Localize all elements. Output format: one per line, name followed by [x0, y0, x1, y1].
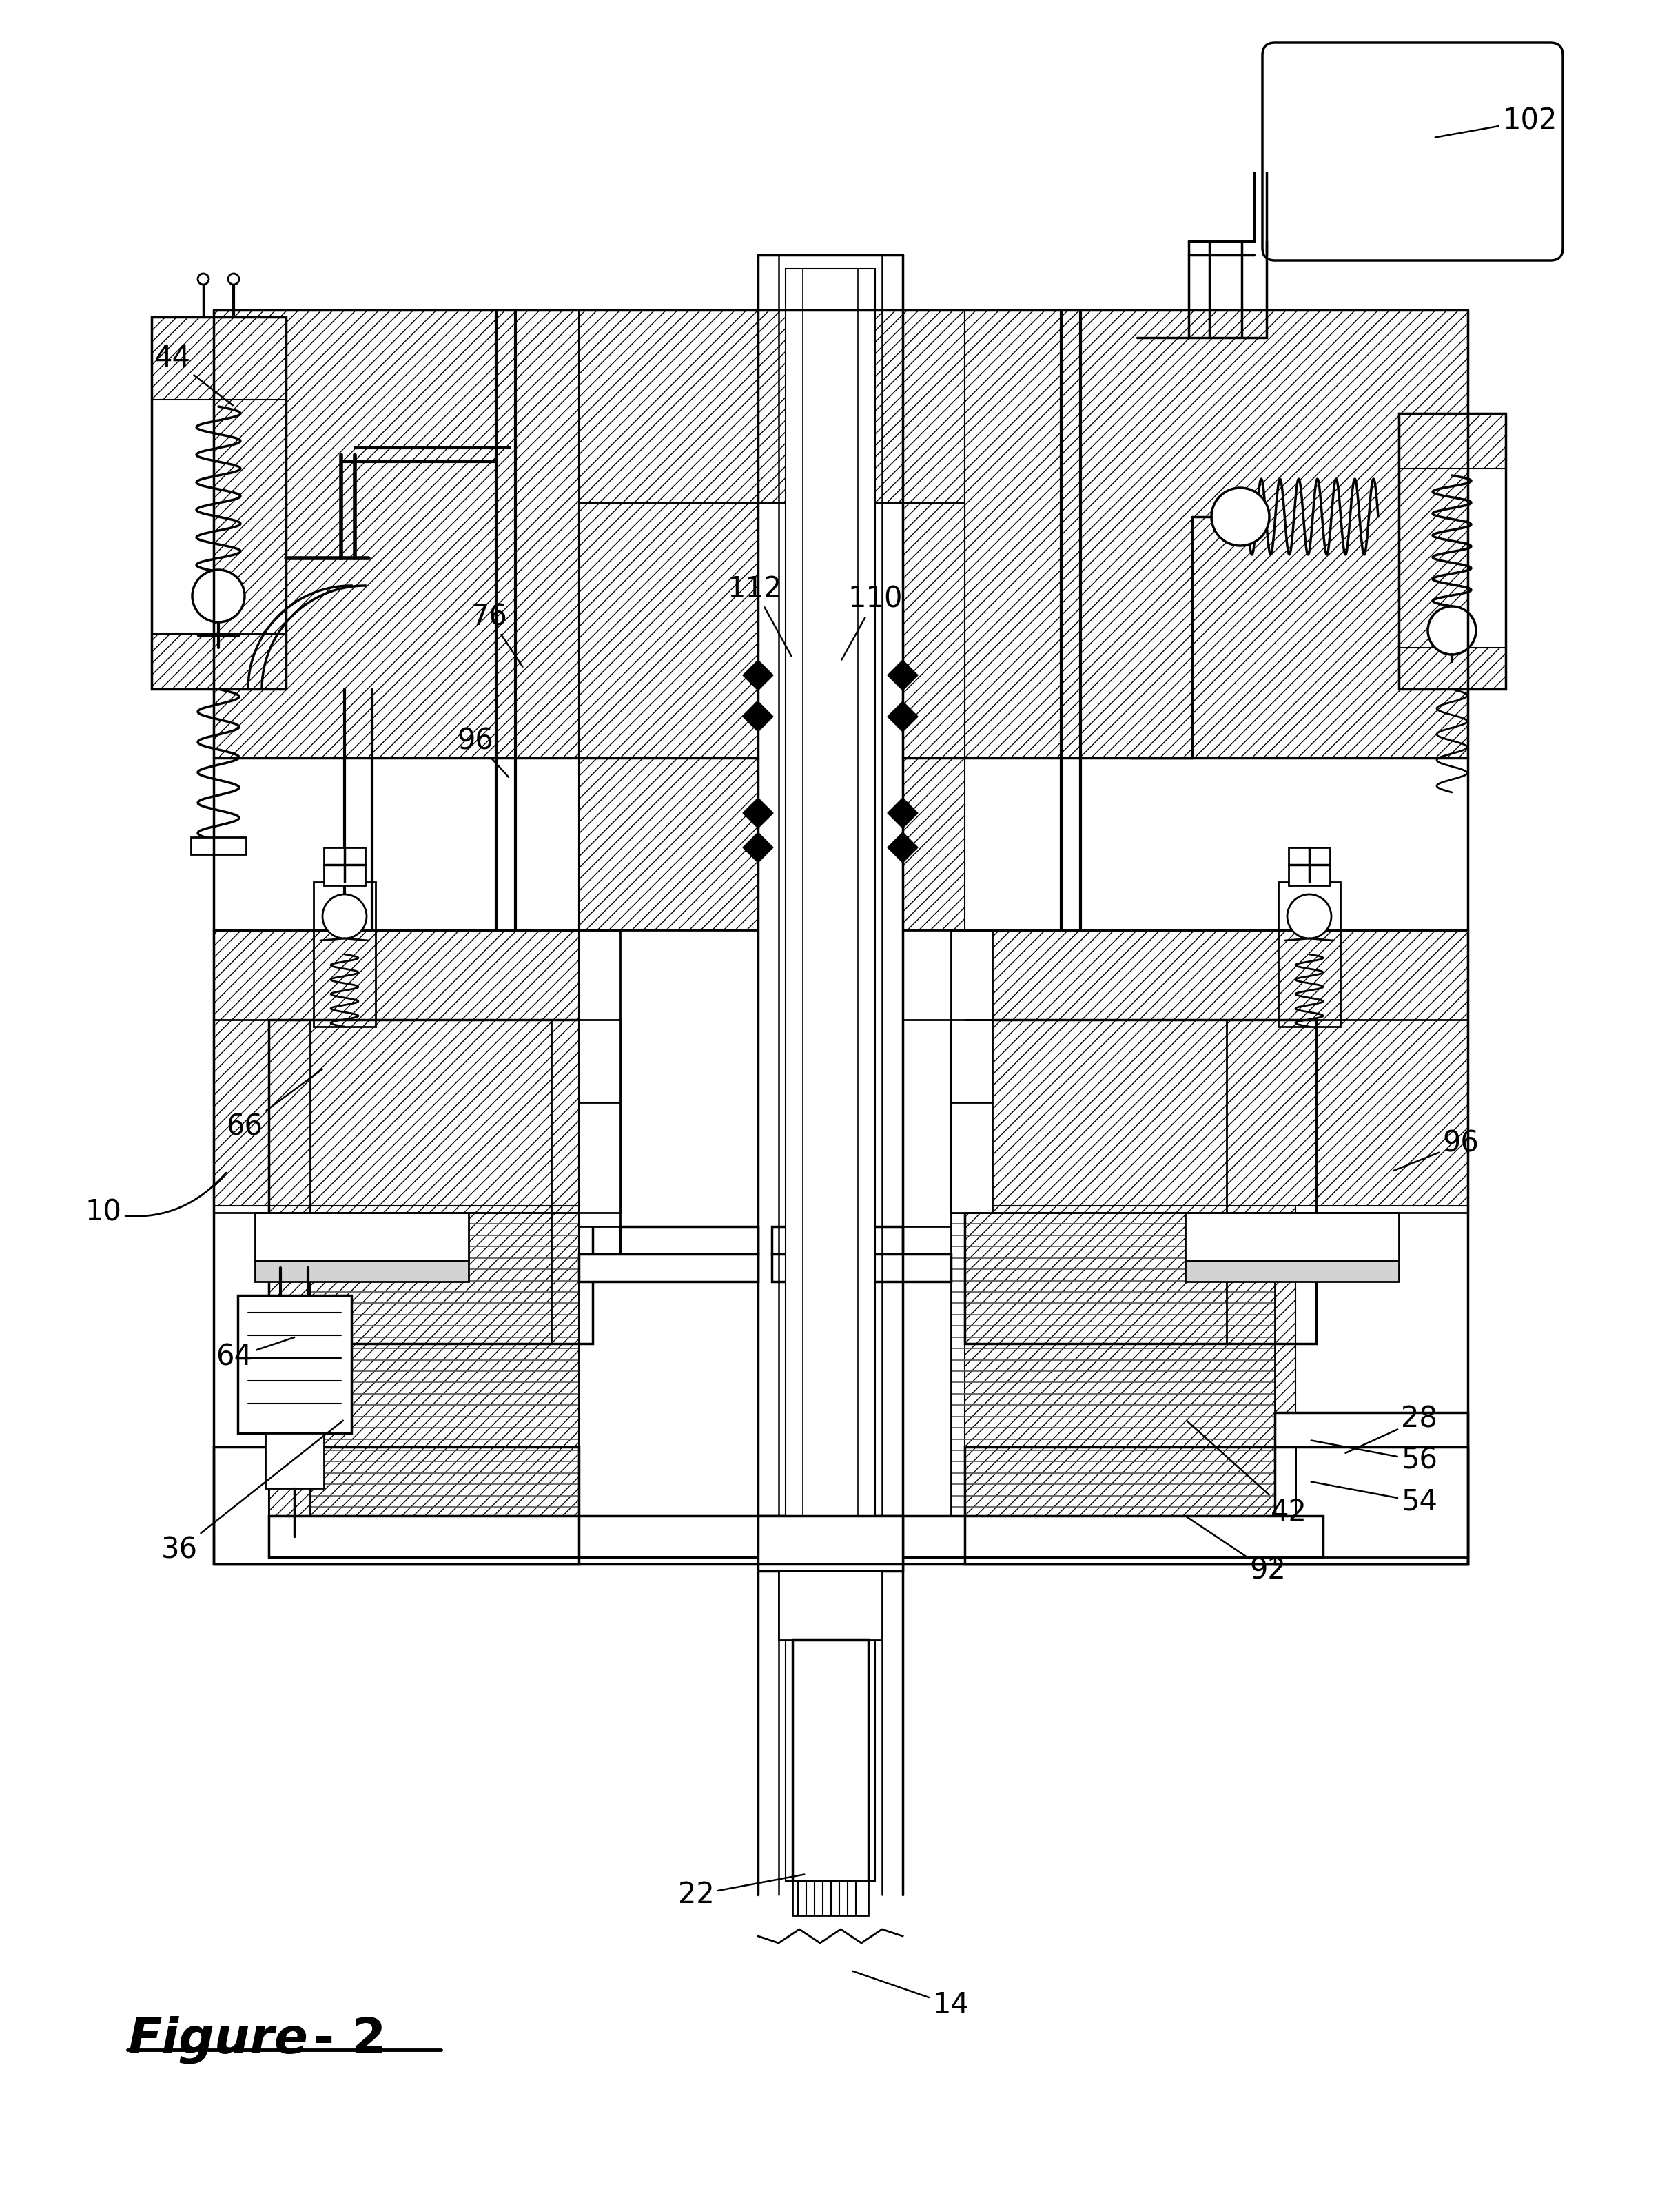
Bar: [269, 1020, 593, 1344]
Polygon shape: [743, 700, 773, 731]
Bar: [213, 1447, 580, 1565]
Polygon shape: [743, 797, 773, 827]
Bar: [580, 503, 758, 757]
Bar: [951, 1213, 1275, 1530]
Bar: [1399, 414, 1505, 468]
Bar: [902, 1020, 951, 1226]
Bar: [269, 1206, 580, 1515]
Bar: [255, 1261, 469, 1281]
Bar: [269, 1515, 1324, 1556]
Text: 76: 76: [470, 602, 522, 668]
Bar: [620, 1226, 758, 1254]
Bar: [1295, 1447, 1468, 1556]
Bar: [758, 1515, 902, 1572]
FancyBboxPatch shape: [1262, 44, 1562, 260]
Polygon shape: [743, 661, 773, 690]
Circle shape: [228, 274, 239, 285]
Bar: [265, 1434, 324, 1489]
Bar: [580, 757, 758, 930]
Circle shape: [323, 895, 366, 939]
Bar: [324, 847, 365, 884]
Bar: [771, 1254, 951, 1281]
Text: 22: 22: [677, 1874, 805, 1909]
Text: 66: 66: [227, 1068, 323, 1140]
Text: 54: 54: [1310, 1482, 1438, 1517]
Text: 110: 110: [842, 584, 902, 659]
Bar: [1275, 1412, 1468, 1565]
Bar: [311, 1020, 551, 1344]
Bar: [1278, 882, 1341, 1027]
Bar: [793, 1640, 869, 1880]
Text: 44: 44: [155, 344, 234, 405]
Bar: [862, 311, 902, 503]
Bar: [964, 1020, 1226, 1344]
Bar: [311, 1213, 580, 1530]
Bar: [213, 311, 580, 757]
Circle shape: [198, 274, 208, 285]
Bar: [151, 317, 286, 401]
Bar: [1399, 414, 1505, 690]
Bar: [902, 503, 964, 757]
Text: 96: 96: [1394, 1130, 1478, 1171]
Bar: [902, 757, 964, 930]
Text: 96: 96: [457, 727, 509, 777]
Text: 14: 14: [853, 1972, 969, 2020]
Polygon shape: [887, 797, 917, 827]
Bar: [269, 1515, 1324, 1556]
Text: 36: 36: [161, 1421, 343, 1565]
Circle shape: [1211, 488, 1270, 545]
Bar: [314, 882, 376, 1027]
Bar: [1184, 1261, 1399, 1281]
Bar: [964, 1447, 1468, 1565]
Circle shape: [1287, 895, 1331, 939]
Polygon shape: [887, 661, 917, 690]
Bar: [1289, 847, 1331, 884]
Bar: [771, 1226, 902, 1254]
Bar: [192, 836, 245, 854]
Bar: [793, 1880, 869, 1915]
Bar: [580, 930, 620, 1213]
Bar: [255, 1213, 469, 1261]
Text: 64: 64: [217, 1337, 294, 1373]
Text: 102: 102: [1435, 105, 1557, 138]
Polygon shape: [887, 700, 917, 731]
Bar: [151, 317, 286, 690]
Text: 10: 10: [86, 1173, 227, 1228]
Text: - 2: - 2: [296, 2016, 386, 2064]
Bar: [580, 311, 964, 503]
Bar: [151, 635, 286, 690]
Bar: [964, 1447, 1295, 1515]
Bar: [778, 1572, 882, 1640]
Bar: [758, 311, 800, 503]
Bar: [951, 930, 993, 1213]
Text: 28: 28: [1346, 1405, 1438, 1453]
Circle shape: [1428, 606, 1477, 655]
Text: 92: 92: [1186, 1517, 1287, 1585]
Bar: [239, 1296, 351, 1434]
Text: 42: 42: [1186, 1421, 1307, 1528]
Text: 56: 56: [1310, 1440, 1438, 1475]
Text: Figure: Figure: [128, 2016, 307, 2064]
Bar: [964, 1206, 1295, 1515]
Bar: [964, 311, 1468, 757]
Bar: [580, 1020, 620, 1226]
Polygon shape: [887, 832, 917, 862]
Polygon shape: [743, 832, 773, 862]
Bar: [786, 269, 875, 1880]
Bar: [964, 1020, 1315, 1344]
Bar: [1399, 648, 1505, 690]
Bar: [213, 930, 580, 1206]
Bar: [964, 930, 1468, 1206]
Circle shape: [192, 569, 245, 622]
Bar: [269, 1447, 580, 1515]
Text: 112: 112: [727, 576, 791, 657]
Bar: [1184, 1213, 1399, 1261]
Bar: [580, 1254, 758, 1281]
